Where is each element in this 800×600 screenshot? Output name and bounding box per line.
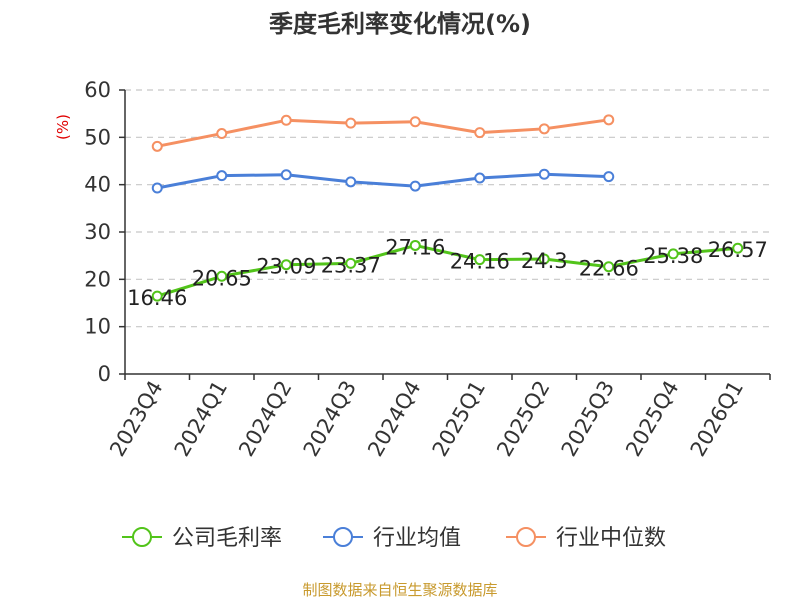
data-point [280,259,292,271]
data-label: 20.65 [192,266,252,290]
data-point [474,127,486,139]
data-point [345,176,357,188]
x-tick-label: 2023Q4 [105,377,167,461]
legend-item: 公司毛利率 [122,526,282,551]
data-point [603,171,615,183]
data-point [409,180,421,192]
data-point [603,114,615,126]
data-label: 25.38 [643,244,703,268]
data-label: 23.37 [321,253,381,277]
data-point [538,253,550,265]
data-label: 27.16 [385,235,445,259]
x-tick-label: 2025Q3 [557,377,619,461]
x-tick-label: 2024Q1 [170,377,232,461]
legend-item: 行业中位数 [506,526,666,551]
series-line [156,172,609,190]
data-point [474,254,486,266]
x-tick-label: 2026Q1 [686,377,748,461]
data-point [345,117,357,129]
data-point [151,290,163,302]
data-point [538,168,550,180]
series-line [156,243,738,298]
y-tick-label: 30 [84,220,111,244]
data-label: 22.66 [579,257,639,281]
y-tick-label: 40 [84,173,111,197]
data-point [603,261,615,273]
x-tick-label: 2024Q2 [234,377,296,461]
data-point [280,169,292,181]
data-label: 24.16 [450,250,510,274]
x-tick-label: 2025Q1 [428,377,490,461]
data-point [667,248,679,260]
data-label: 23.09 [256,255,316,279]
x-tick-label: 2025Q4 [621,377,683,461]
data-point [409,116,421,128]
y-tick-label: 20 [84,267,111,291]
series-area [151,114,744,302]
y-tick-label: 60 [84,78,111,102]
legend-swatch-marker [132,527,152,547]
y-tick-label: 0 [98,362,111,386]
y-axis-unit: (%) [54,114,72,140]
data-point [474,172,486,184]
data-point [409,239,421,251]
legend-label: 公司毛利率 [172,526,282,551]
legend-swatch-marker [516,527,536,547]
data-point [216,270,228,282]
data-point [280,114,292,126]
y-tick-label: 10 [84,315,111,339]
x-tick-label: 2024Q4 [363,377,425,461]
data-point [216,170,228,182]
legend-item: 行业均值 [323,526,461,551]
series-line [156,118,609,148]
data-label: 16.46 [127,286,187,310]
data-point [345,257,357,269]
data-point [216,128,228,140]
data-label: 26.57 [708,238,768,262]
legend-swatch-marker [333,527,353,547]
x-tick-label: 2025Q2 [492,377,554,461]
data-point [732,242,744,254]
x-tick-label: 2024Q3 [299,377,361,461]
grid [125,89,770,328]
legend-label: 行业中位数 [556,526,666,551]
data-point [151,140,163,152]
legend: 公司毛利率 行业均值 行业中位数 [122,526,666,551]
source-note: 制图数据来自恒生聚源数据库 [302,581,497,599]
data-point [151,182,163,194]
chart-title: 季度毛利率变化情况(%) [269,10,531,38]
data-point [538,123,550,135]
data-label: 24.3 [521,249,568,273]
legend-label: 行业均值 [373,526,461,551]
y-tick-label: 50 [84,125,111,149]
